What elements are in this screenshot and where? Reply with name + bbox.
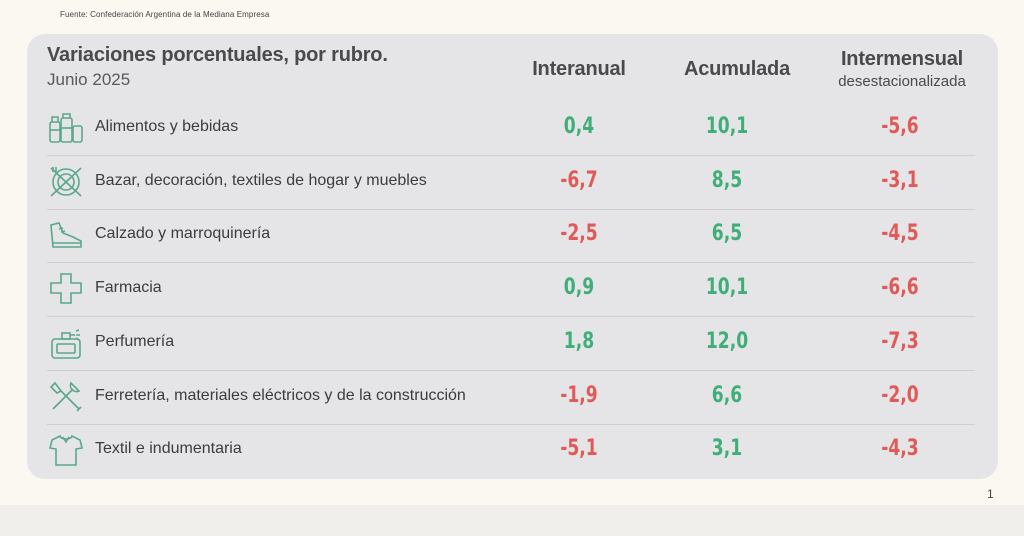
source-note: Fuente: Confederación Argentina de la Me… bbox=[60, 10, 270, 19]
table-row: Calzado y marroquinería -2,5 6,5 -4,5 bbox=[47, 209, 975, 264]
perfume-icon bbox=[47, 325, 85, 361]
value-acumulada: 12,0 bbox=[705, 328, 749, 354]
row-label: Alimentos y bebidas bbox=[95, 118, 239, 135]
row-label: Perfumería bbox=[95, 332, 175, 350]
table-subtitle: Junio 2025 bbox=[47, 70, 131, 89]
value-acumulada: 6,6 bbox=[711, 382, 743, 408]
value-interanual: 0,4 bbox=[563, 114, 595, 139]
table-row: Farmacia 0,9 10,1 -6,6 bbox=[47, 263, 975, 318]
value-intermensual: -4,5 bbox=[881, 221, 919, 247]
column-header-acumulada: Acumulada bbox=[683, 58, 790, 80]
pharmacy-cross-icon bbox=[47, 271, 85, 307]
table-card: Variaciones porcentuales, por rubro. Jun… bbox=[27, 34, 998, 479]
shirt-icon bbox=[47, 432, 85, 468]
table-row: Perfumería 1,8 12,0 -7,3 bbox=[47, 317, 975, 371]
table-row: Ferretería, materiales eléctricos y de l… bbox=[47, 371, 975, 425]
tableware-icon bbox=[47, 164, 85, 200]
value-intermensual: -7,3 bbox=[881, 328, 919, 354]
value-acumulada: 3,1 bbox=[711, 436, 743, 462]
shoe-icon bbox=[47, 217, 85, 253]
row-label: Calzado y marroquinería bbox=[95, 225, 271, 243]
value-intermensual: -6,6 bbox=[881, 275, 919, 301]
value-interanual: 1,8 bbox=[563, 328, 595, 354]
value-intermensual: -4,3 bbox=[881, 436, 919, 462]
grocery-icon bbox=[47, 110, 85, 146]
value-acumulada: 6,5 bbox=[711, 221, 743, 247]
value-interanual: -5,1 bbox=[560, 436, 598, 462]
table-row: Textil e indumentaria -5,1 3,1 -4,3 bbox=[47, 424, 975, 477]
value-interanual: 0,9 bbox=[563, 275, 595, 301]
column-header-intermensual: Intermensual bbox=[840, 48, 964, 70]
table-row: Alimentos y bebidas 0,4 10,1 -5,6 bbox=[47, 102, 975, 156]
row-label: Bazar, decoración, textiles de hogar y m… bbox=[95, 171, 427, 189]
row-label: Ferretería, materiales eléctricos y de l… bbox=[95, 386, 466, 404]
value-acumulada: 10,1 bbox=[705, 114, 749, 139]
row-label: Textil e indumentaria bbox=[95, 440, 242, 458]
value-acumulada: 8,5 bbox=[711, 167, 743, 193]
table-title: Variaciones porcentuales, por rubro. bbox=[47, 44, 388, 66]
value-acumulada: 10,1 bbox=[705, 275, 749, 301]
page-number: 1 bbox=[987, 487, 994, 501]
value-intermensual: -3,1 bbox=[881, 167, 919, 193]
value-interanual: -6,7 bbox=[560, 167, 598, 193]
value-intermensual: -5,6 bbox=[881, 114, 919, 139]
row-label: Farmacia bbox=[95, 279, 162, 297]
column-header-interanual: Interanual bbox=[532, 58, 626, 80]
value-interanual: -1,9 bbox=[560, 382, 598, 408]
bottom-band bbox=[0, 505, 1024, 536]
tools-icon bbox=[47, 379, 85, 415]
value-interanual: -2,5 bbox=[560, 221, 598, 247]
table-row: Bazar, decoración, textiles de hogar y m… bbox=[47, 156, 975, 210]
column-subheader-desestacionalizada: desestacionalizada bbox=[838, 73, 966, 90]
value-intermensual: -2,0 bbox=[881, 382, 919, 408]
